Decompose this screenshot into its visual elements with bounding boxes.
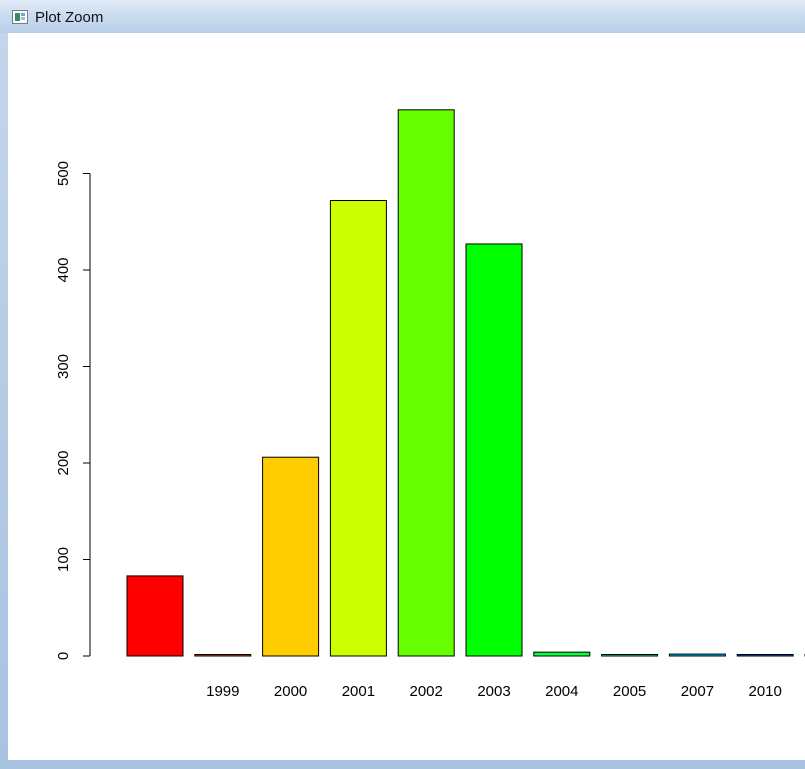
bar: [194, 654, 252, 657]
y-tick-label: 0: [55, 652, 72, 660]
title-bar[interactable]: Plot Zoom: [0, 0, 805, 33]
x-tick-label: 2004: [545, 683, 578, 700]
x-tick-label: 2003: [477, 683, 510, 700]
bar: [329, 200, 387, 657]
bar: [736, 654, 794, 657]
x-tick-label: 1999: [206, 683, 239, 700]
plot-area: 0 100 200 300 400 500 1999 2000 2001 2002 2003 2004…: [8, 33, 805, 760]
bar-chart: 0 100 200 300 400 500 1999 2000 2001 2002 2003 2004…: [55, 109, 805, 700]
x-tick-label: 2010: [749, 683, 782, 700]
bar: [668, 653, 726, 657]
y-tick-label: 300: [55, 354, 72, 379]
y-tick-label: 400: [55, 257, 72, 282]
x-tick-label: 2000: [274, 683, 307, 700]
bar: [126, 575, 184, 657]
x-tick-label: 2005: [613, 683, 646, 700]
bar: [533, 651, 591, 657]
bar: [601, 654, 659, 657]
x-tick-label: 2007: [681, 683, 714, 700]
bar: [262, 456, 320, 657]
y-tick-label: 100: [55, 547, 72, 572]
window-title: Plot Zoom: [35, 9, 104, 26]
y-tick-label: 200: [55, 450, 72, 475]
plot-window-icon: [12, 10, 28, 24]
bar: [465, 243, 523, 657]
bar: [397, 109, 455, 657]
x-tick-label: 2001: [342, 683, 375, 700]
y-tick-label: 500: [55, 161, 72, 186]
x-tick-label: 2002: [410, 683, 443, 700]
